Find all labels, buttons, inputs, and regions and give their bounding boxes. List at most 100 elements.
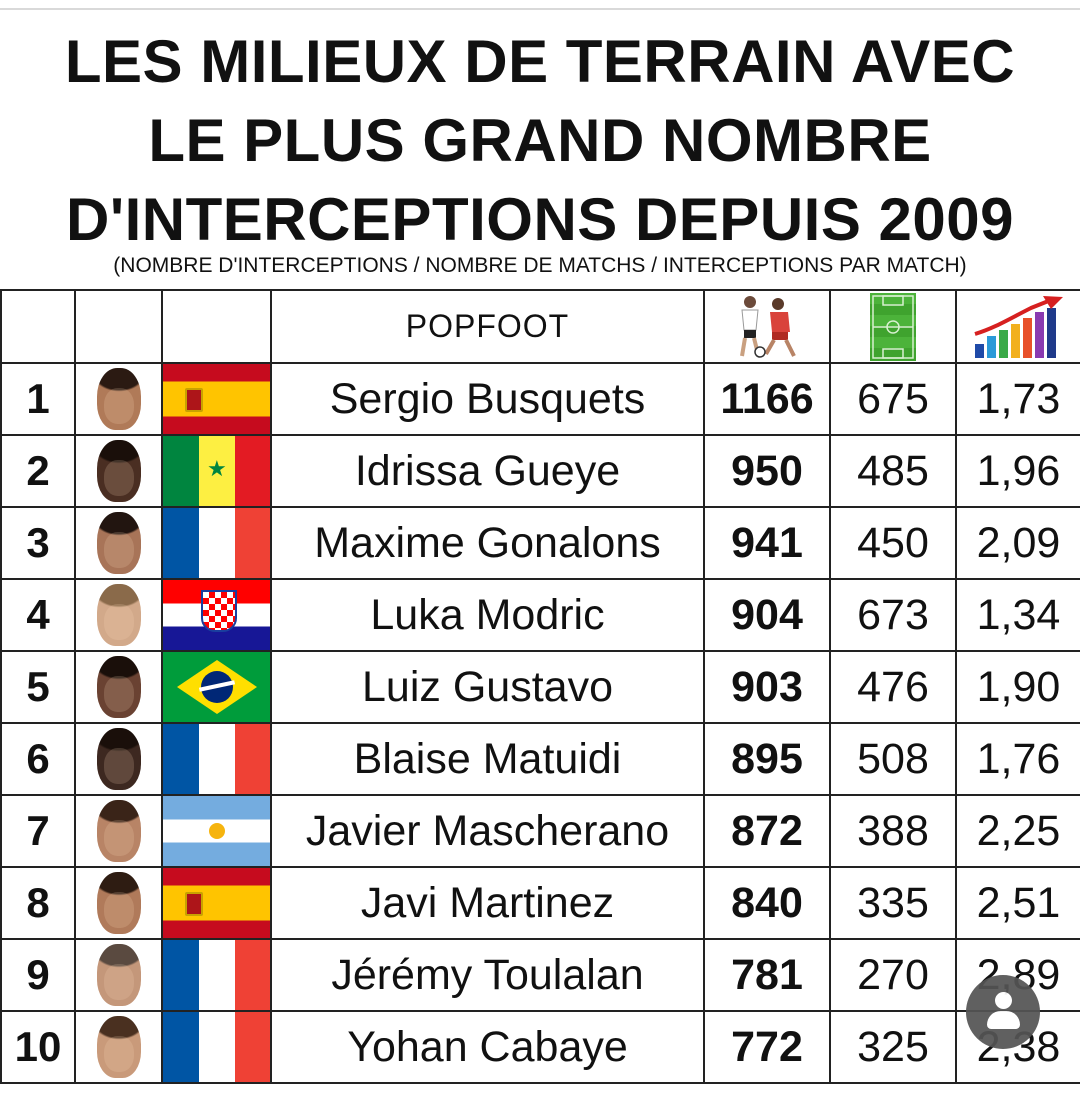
france-flag-icon — [164, 509, 269, 577]
flag-cell — [161, 722, 272, 796]
matches-value: 325 — [829, 1010, 957, 1084]
player-name: Javi Martinez — [270, 866, 705, 940]
photo-cell — [74, 650, 163, 724]
page-subtitle: (NOMBRE D'INTERCEPTIONS / NOMBRE DE MATC… — [113, 254, 967, 277]
flag-cell — [161, 506, 272, 580]
table-row: 6 Blaise Matuidi 895 508 1,76 — [0, 722, 1080, 796]
france-flag-icon — [164, 725, 269, 793]
photo-cell — [74, 578, 163, 652]
rank-cell: 9 — [0, 938, 76, 1012]
per-match-value: 1,73 — [955, 362, 1080, 436]
rank-cell: 2 — [0, 434, 76, 508]
user-avatar-button[interactable] — [966, 975, 1040, 1049]
players-tackle-icon — [740, 295, 796, 358]
player-photo — [96, 944, 141, 1006]
matches-value: 335 — [829, 866, 957, 940]
table-row: 2 ★ Idrissa Gueye 950 485 1,96 — [0, 434, 1080, 508]
table-row: 1 Sergio Busquets 1166 675 1,73 — [0, 362, 1080, 436]
rank-cell: 7 — [0, 794, 76, 868]
matches-value: 485 — [829, 434, 957, 508]
player-name: Idrissa Gueye — [270, 434, 705, 508]
player-photo — [96, 728, 141, 790]
rank-cell: 5 — [0, 650, 76, 724]
croatia-flag-icon — [164, 581, 269, 649]
rank-cell: 3 — [0, 506, 76, 580]
flag-cell — [161, 938, 272, 1012]
player-name: Jérémy Toulalan — [270, 938, 705, 1012]
header-rank-cell — [0, 289, 76, 364]
player-photo — [96, 872, 141, 934]
growth-chart-icon — [973, 295, 1063, 358]
spain-flag-icon — [164, 365, 269, 433]
matches-value: 270 — [829, 938, 957, 1012]
user-avatar-icon — [995, 992, 1012, 1009]
matches-value: 675 — [829, 362, 957, 436]
senegal-flag-icon: ★ — [164, 437, 269, 505]
rank-cell: 4 — [0, 578, 76, 652]
flag-cell — [161, 866, 272, 940]
player-name: Sergio Busquets — [270, 362, 705, 436]
title-line-3: D'INTERCEPTIONS DEPUIS 2009 — [65, 186, 1014, 253]
header-matches-cell — [829, 289, 957, 364]
player-photo — [96, 440, 141, 502]
interceptions-value: 950 — [703, 434, 831, 508]
ranking-table: POPFOOT — [0, 289, 1080, 1084]
france-flag-icon — [164, 1013, 269, 1081]
player-photo — [96, 512, 141, 574]
table-row: 7 Javier Mascherano 872 388 2,25 — [0, 794, 1080, 868]
player-photo — [96, 584, 141, 646]
per-match-value: 2,25 — [955, 794, 1080, 868]
interceptions-value: 903 — [703, 650, 831, 724]
rank-cell: 10 — [0, 1010, 76, 1084]
popfoot-logo: POPFOOT — [405, 308, 570, 344]
flag-cell — [161, 1010, 272, 1084]
player-photo — [96, 1016, 141, 1078]
matches-value: 476 — [829, 650, 957, 724]
interceptions-value: 872 — [703, 794, 831, 868]
page-title: LES MILIEUX DE TERRAIN AVEC LE PLUS GRAN… — [0, 22, 1080, 259]
matches-value: 388 — [829, 794, 957, 868]
rank-cell: 8 — [0, 866, 76, 940]
player-name: Javier Mascherano — [270, 794, 705, 868]
interceptions-value: 840 — [703, 866, 831, 940]
table-header-row: POPFOOT — [0, 289, 1080, 364]
interceptions-value: 941 — [703, 506, 831, 580]
header-flag-cell — [161, 289, 272, 364]
france-flag-icon — [164, 941, 269, 1009]
header-permatch-cell — [955, 289, 1080, 364]
flag-cell: ★ — [161, 434, 272, 508]
interceptions-value: 781 — [703, 938, 831, 1012]
rank-cell: 6 — [0, 722, 76, 796]
per-match-value: 2,09 — [955, 506, 1080, 580]
per-match-value: 1,76 — [955, 722, 1080, 796]
interceptions-value: 904 — [703, 578, 831, 652]
spain-flag-icon — [164, 869, 269, 937]
table-row: 5 Luiz Gustavo 903 476 1,90 — [0, 650, 1080, 724]
rank-cell: 1 — [0, 362, 76, 436]
photo-cell — [74, 794, 163, 868]
interceptions-value: 895 — [703, 722, 831, 796]
photo-cell — [74, 434, 163, 508]
user-avatar-body — [987, 1011, 1020, 1029]
brazil-flag-icon — [164, 653, 269, 721]
flag-cell — [161, 362, 272, 436]
header-interceptions-cell — [703, 289, 831, 364]
table-row: 4 Luka Modric 904 673 1,34 — [0, 578, 1080, 652]
player-name: Yohan Cabaye — [270, 1010, 705, 1084]
player-name: Blaise Matuidi — [270, 722, 705, 796]
per-match-value: 1,90 — [955, 650, 1080, 724]
flag-cell — [161, 578, 272, 652]
title-line-2: LE PLUS GRAND NOMBRE — [148, 107, 932, 174]
photo-cell — [74, 938, 163, 1012]
header-logo-cell: POPFOOT — [270, 289, 705, 364]
per-match-value: 2,51 — [955, 866, 1080, 940]
argentina-flag-icon — [164, 797, 269, 865]
per-match-value: 1,34 — [955, 578, 1080, 652]
table-row: 9 Jérémy Toulalan 781 270 2,89 — [0, 938, 1080, 1012]
photo-cell — [74, 722, 163, 796]
flag-cell — [161, 794, 272, 868]
matches-value: 508 — [829, 722, 957, 796]
interceptions-value: 1166 — [703, 362, 831, 436]
player-name: Maxime Gonalons — [270, 506, 705, 580]
photo-cell — [74, 1010, 163, 1084]
